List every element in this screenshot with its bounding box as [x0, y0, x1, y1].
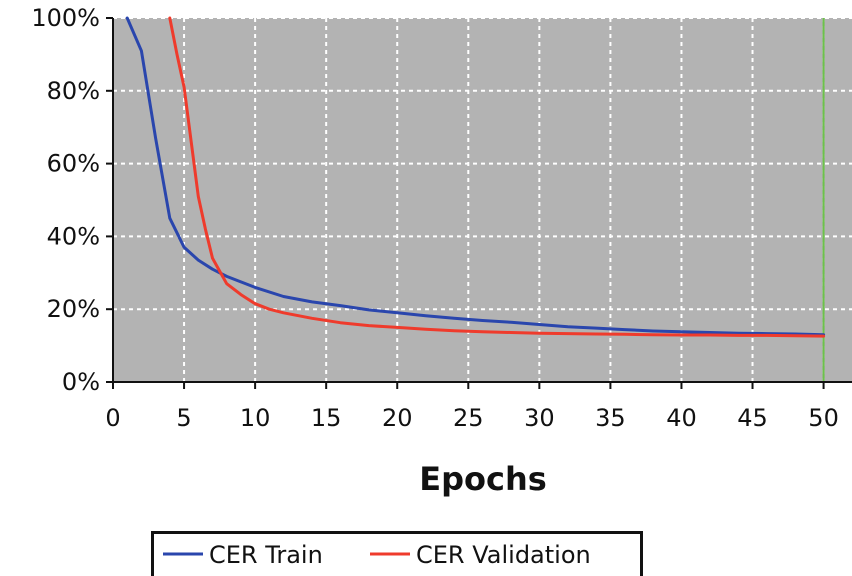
- x-tick-label: 40: [666, 404, 697, 432]
- x-tick-label: 0: [105, 404, 120, 432]
- y-tick-label: 60%: [47, 150, 100, 178]
- plot-area: [113, 18, 852, 382]
- tick-label-layer: 0 5 10 15 20 25 30 35 40 45 50 0% 20% 40% 60% 80% 100%: [31, 4, 838, 432]
- y-tick-label: 80%: [47, 77, 100, 105]
- legend-label-cer-train: CER Train: [209, 541, 323, 569]
- x-tick-label: 30: [524, 404, 555, 432]
- x-tick-label: 15: [311, 404, 342, 432]
- series-line-cer-train: [125, 16, 826, 337]
- legend: CER Train CER Validation: [151, 531, 643, 576]
- x-tick-label: 35: [595, 404, 626, 432]
- x-tick-label: 50: [808, 404, 839, 432]
- legend-label-cer-validation: CER Validation: [416, 541, 591, 569]
- y-tick-label: 20%: [47, 295, 100, 323]
- y-tick-label: 40%: [47, 222, 100, 250]
- x-tick-label: 25: [453, 404, 484, 432]
- grid-layer: [113, 17, 852, 382]
- series-line-cer-validation: [168, 16, 826, 338]
- x-tick-label: 45: [737, 404, 768, 432]
- axis-layer: [106, 17, 852, 389]
- y-tick-label: 0%: [62, 368, 100, 396]
- x-tick-label: 5: [176, 404, 191, 432]
- x-tick-label: 10: [240, 404, 271, 432]
- x-tick-label: 20: [382, 404, 413, 432]
- y-tick-label: 100%: [31, 4, 100, 32]
- series-layer: [125, 16, 826, 338]
- x-axis-title: Epochs: [419, 460, 547, 498]
